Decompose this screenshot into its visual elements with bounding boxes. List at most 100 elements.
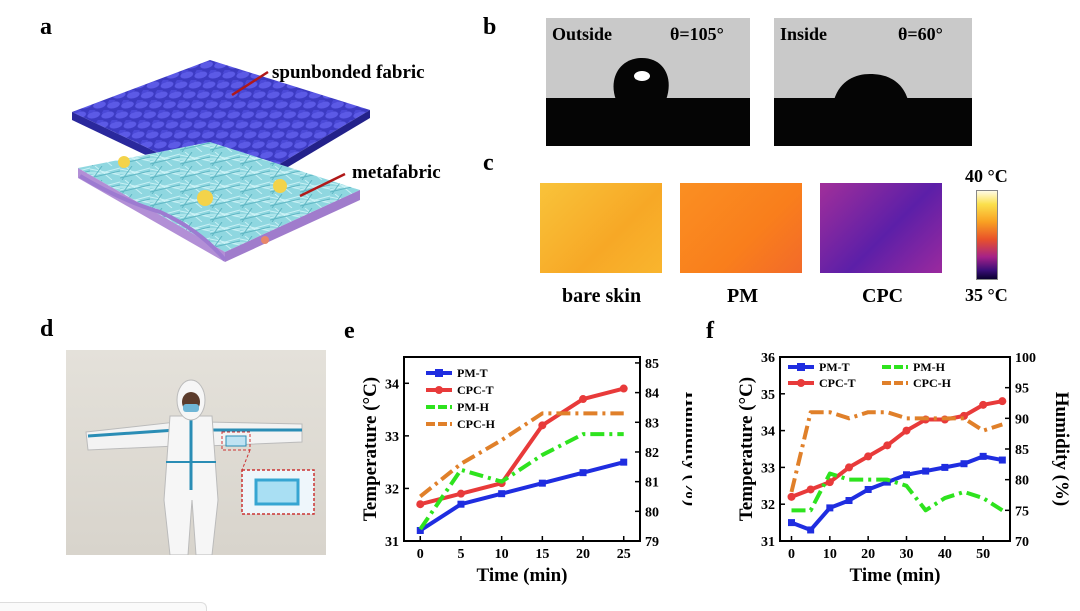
series-line-pm-t [419, 460, 625, 533]
x-tick-label: 30 [900, 547, 914, 562]
legend-marker [435, 386, 443, 394]
callout-line-bottom [299, 172, 346, 198]
thermal-cpc [820, 183, 942, 273]
legend-label: PM-H [457, 400, 490, 414]
data-point [864, 452, 873, 461]
particle-icon [273, 179, 287, 193]
panel-label-d: d [40, 316, 54, 342]
outside-label: Outside [552, 24, 613, 44]
inside-angle: θ=60° [898, 24, 943, 44]
callout-line-top [231, 70, 269, 97]
x-tick-label: 25 [617, 547, 631, 562]
y-tick-label: 34 [385, 377, 399, 392]
x-tick-label: 10 [823, 547, 837, 562]
y2-tick-label: 85 [645, 357, 659, 372]
scrollbar-stub[interactable] [0, 602, 207, 611]
y2-tick-label: 90 [1015, 412, 1029, 427]
chart-e: 0 5 10 15 20 25 31 32 33 34 79 80 81 82 83 84 85 Time (mi… [360, 356, 692, 586]
y2-tick-label: 75 [1015, 504, 1029, 519]
y-tick-label: 31 [385, 535, 399, 550]
y2-tick-label: 80 [645, 505, 659, 520]
y2-tick-label: 83 [645, 416, 659, 431]
outside-angle: θ=105° [670, 24, 724, 44]
panel-label-e: e [344, 318, 355, 344]
colorbar-max-label: 40 °C [965, 166, 1008, 186]
metafabric-layer [78, 142, 360, 252]
data-point [979, 400, 988, 409]
data-point [619, 384, 628, 393]
data-point [787, 492, 796, 501]
y2-tick-label: 85 [1015, 443, 1029, 458]
x-tick-label: 20 [576, 547, 590, 562]
callout-spunbonded: spunbonded fabric [272, 62, 425, 83]
data-point [788, 519, 795, 527]
data-point [538, 421, 547, 430]
data-point [807, 526, 815, 534]
x-axis-label: Time (min) [477, 565, 568, 586]
x-tick-label: 40 [938, 547, 952, 562]
legend-marker [797, 379, 805, 387]
data-point [806, 485, 815, 494]
y2-tick-label: 84 [645, 387, 659, 402]
x-tick-label: 0 [417, 547, 424, 562]
y-tick-label: 31 [761, 535, 775, 550]
spunbonded-layer [72, 60, 370, 190]
data-point [498, 490, 506, 498]
series-line-cpc-t [419, 386, 625, 507]
data-point [826, 504, 834, 512]
thermal-pm [680, 183, 802, 273]
data-point [941, 463, 949, 471]
panel-label-b: b [483, 14, 497, 40]
fabric-layers-illustration [72, 60, 370, 262]
y-axis-label: Temperature (°C) [736, 377, 757, 521]
y2-tick-label: 79 [645, 535, 659, 550]
y2-tick-label: 80 [1015, 474, 1029, 489]
particle-icon [197, 190, 213, 206]
legend-label: CPC-T [457, 383, 494, 397]
contact-angle-inside-image: Inside θ=60° [774, 18, 972, 146]
legend-marker [797, 363, 805, 371]
legend-label: CPC-T [819, 376, 856, 390]
series-line-pm-h [418, 432, 624, 531]
data-point [538, 479, 546, 487]
data-point [825, 478, 834, 487]
data-point [864, 485, 872, 493]
colorbar-min-label: 35 °C [965, 285, 1008, 305]
legend-label: CPC-H [457, 417, 496, 431]
data-point [922, 467, 930, 475]
legend-label: PM-T [819, 360, 850, 374]
x-tick-label: 0 [788, 547, 795, 562]
data-point [456, 489, 465, 498]
y2-tick-label: 95 [1015, 382, 1029, 397]
panel-label-a: a [40, 14, 52, 40]
x-tick-label: 50 [976, 547, 990, 562]
thermal-bare-skin [540, 183, 662, 273]
sample-label-pm: PM [727, 285, 759, 307]
x-tick-label: 15 [535, 547, 549, 562]
x-tick-label: 5 [457, 547, 464, 562]
data-point [620, 458, 628, 466]
panel-label-c: c [483, 150, 494, 176]
sample-label-bare-skin: bare skin [562, 285, 642, 307]
y-tick-label: 32 [385, 482, 399, 497]
data-point [883, 441, 892, 450]
plot-frame [403, 356, 641, 542]
y-tick-label: 33 [761, 461, 775, 476]
y-tick-label: 35 [761, 388, 775, 403]
x-tick-label: 20 [861, 547, 875, 562]
y2-tick-label: 82 [645, 446, 659, 461]
y-tick-label: 33 [385, 430, 399, 445]
y-axis-label: Temperature (°C) [360, 377, 381, 521]
y-tick-label: 32 [761, 498, 775, 513]
data-point [998, 397, 1007, 406]
data-point [883, 478, 891, 486]
data-point [845, 463, 853, 472]
chart-f: 0 10 20 30 40 50 31 32 33 34 35 36 70 75 80 85 90 95 100 Ti… [736, 351, 1072, 586]
data-point [998, 456, 1006, 464]
y2-tick-label: 70 [1015, 535, 1029, 550]
sample-label-cpc: CPC [862, 285, 904, 307]
y-tick-label: 36 [761, 351, 775, 366]
data-point [579, 469, 587, 477]
y2-tick-label: 81 [645, 476, 659, 491]
contact-angle-outside-image: Outside θ=105° [546, 18, 750, 146]
